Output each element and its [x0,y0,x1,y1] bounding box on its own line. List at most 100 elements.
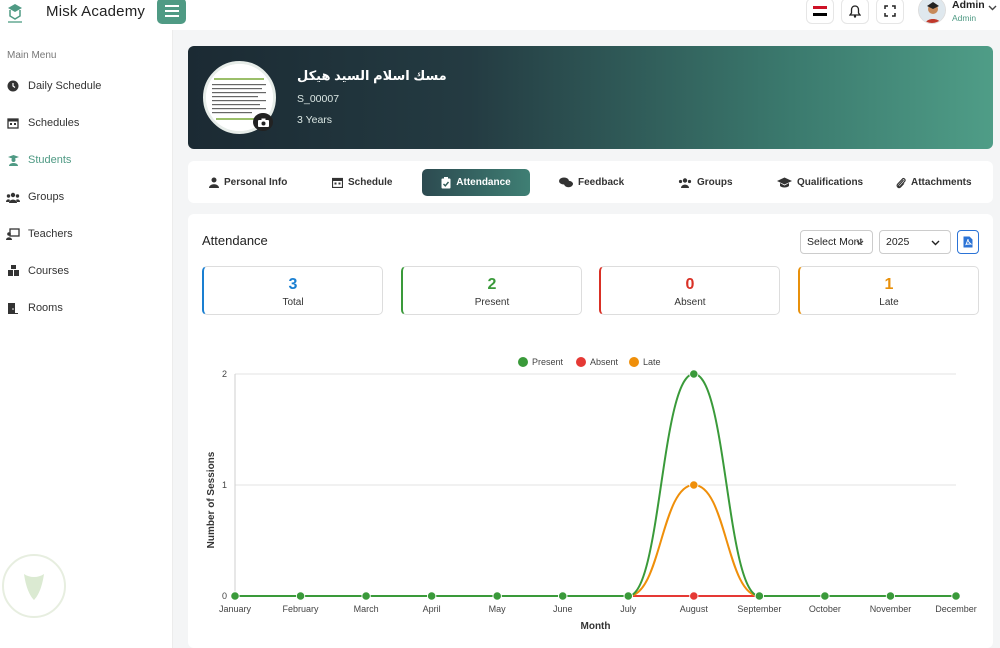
stat-value: 2 [487,276,497,293]
sidebar-item-groups[interactable]: Groups [6,187,64,207]
student-name: مسك اسلام السيد هيكل [297,68,447,83]
user-avatar-icon [919,0,945,23]
export-pdf-button[interactable] [957,230,979,254]
legend-label: Late [643,357,661,367]
student-code: S_00007 [297,93,340,105]
stat-total: 3 Total [202,266,383,315]
watermark-logo [2,554,66,618]
y-tick-label: 2 [222,369,227,379]
x-tick-label: August [680,604,709,614]
camera-icon [257,118,269,127]
sidebar-item-label: Groups [28,191,65,203]
sidebar-item-courses[interactable]: Courses [6,261,69,281]
stat-absent: 0 Absent [599,266,780,315]
tab-label: Qualifications [797,177,864,188]
sidebar-item-label: Rooms [28,302,63,314]
calendar-icon [6,116,20,130]
tab-feedback[interactable]: Feedback [559,169,624,196]
student-icon [6,153,20,167]
year-select[interactable]: 2025 [879,230,951,254]
egypt-flag-icon [813,6,827,16]
x-tick-label: March [354,604,379,614]
attendance-card: Attendance Select Mont 2025 3 Total 2 Pr… [188,214,993,648]
chevron-down-icon[interactable] [988,5,997,11]
x-tick-label: November [870,604,912,614]
tab-attendance[interactable]: Attendance [422,169,530,196]
comments-icon [559,177,573,188]
tab-label: Attachments [911,177,972,188]
data-point-present [885,591,896,601]
clipboard-check-icon [441,176,451,189]
sidebar-title: Main Menu [7,50,57,61]
stat-label: Late [879,297,899,308]
stat-late: 1 Late [798,266,979,315]
stat-present: 2 Present [401,266,582,315]
menu-toggle-button[interactable] [157,0,186,24]
x-tick-label: February [283,604,320,614]
user-icon [209,177,219,188]
data-point-present [754,591,764,601]
tab-qualifications[interactable]: Qualifications [777,169,863,196]
x-axis-title: Month [581,621,611,632]
x-tick-label: April [423,604,441,614]
teacher-icon [6,227,20,241]
bell-icon [849,4,861,18]
sidebar-item-daily-schedule[interactable]: Daily Schedule [6,76,101,96]
top-bar: Misk Academy Admin Admin [0,0,1000,30]
data-point-present [427,591,437,601]
sidebar-item-teachers[interactable]: Teachers [6,224,73,244]
stat-label: Present [474,297,510,308]
x-tick-label: June [553,604,573,614]
tab-attachments[interactable]: Attachments [896,169,972,196]
stat-label: Total [282,297,304,308]
stat-value: 0 [685,276,695,293]
sidebar-item-schedules[interactable]: Schedules [6,113,79,133]
language-button[interactable] [806,0,834,24]
legend-label: Present [532,357,564,367]
admin-role: Admin [952,13,977,23]
tab-label: Attendance [456,177,511,188]
sidebar-item-label: Schedules [28,117,80,129]
data-point-present [558,591,568,601]
data-point-present [951,591,961,601]
month-select[interactable]: Select Mont [800,230,873,254]
sidebar-item-label: Teachers [28,228,73,240]
tab-groups[interactable]: Groups [678,169,733,196]
fullscreen-icon [884,5,896,17]
sidebar-item-students[interactable]: Students [6,150,71,170]
chevron-down-icon [856,240,864,245]
rooms-icon [6,301,20,315]
legend-label: Absent [590,357,619,367]
calendar-icon [332,177,343,188]
data-point-late [689,480,699,490]
chevron-down-icon [931,240,940,246]
y-tick-label: 1 [222,480,227,490]
clock-icon [6,79,20,93]
change-photo-button[interactable] [253,113,273,131]
admin-name[interactable]: Admin [952,0,985,11]
fullscreen-button[interactable] [876,0,904,24]
attendance-title: Attendance [202,233,268,248]
tab-personal-info[interactable]: Personal Info [209,169,287,196]
tab-label: Schedule [348,177,393,188]
data-point-present [492,591,502,601]
notifications-button[interactable] [841,0,869,24]
profile-tabs [188,161,993,203]
x-tick-label: December [935,604,977,614]
tab-label: Personal Info [224,177,288,188]
data-point-present [623,591,633,601]
x-tick-label: October [809,604,841,614]
sidebar-item-rooms[interactable]: Rooms [6,298,63,318]
x-tick-label: January [219,604,252,614]
tab-label: Feedback [578,177,625,188]
y-axis-title: Number of Sessions [206,451,217,548]
tab-label: Groups [697,177,733,188]
x-tick-label: July [620,604,637,614]
avatar[interactable] [918,0,946,24]
brand-title: Misk Academy [46,3,146,20]
attendance-chart: 0 1 2 January February March April May June July A… [188,345,993,635]
y-tick-label: 0 [222,591,227,601]
tab-schedule[interactable]: Schedule [332,169,392,196]
legend-marker-late [628,356,640,368]
sidebar-item-label: Daily Schedule [28,80,102,92]
